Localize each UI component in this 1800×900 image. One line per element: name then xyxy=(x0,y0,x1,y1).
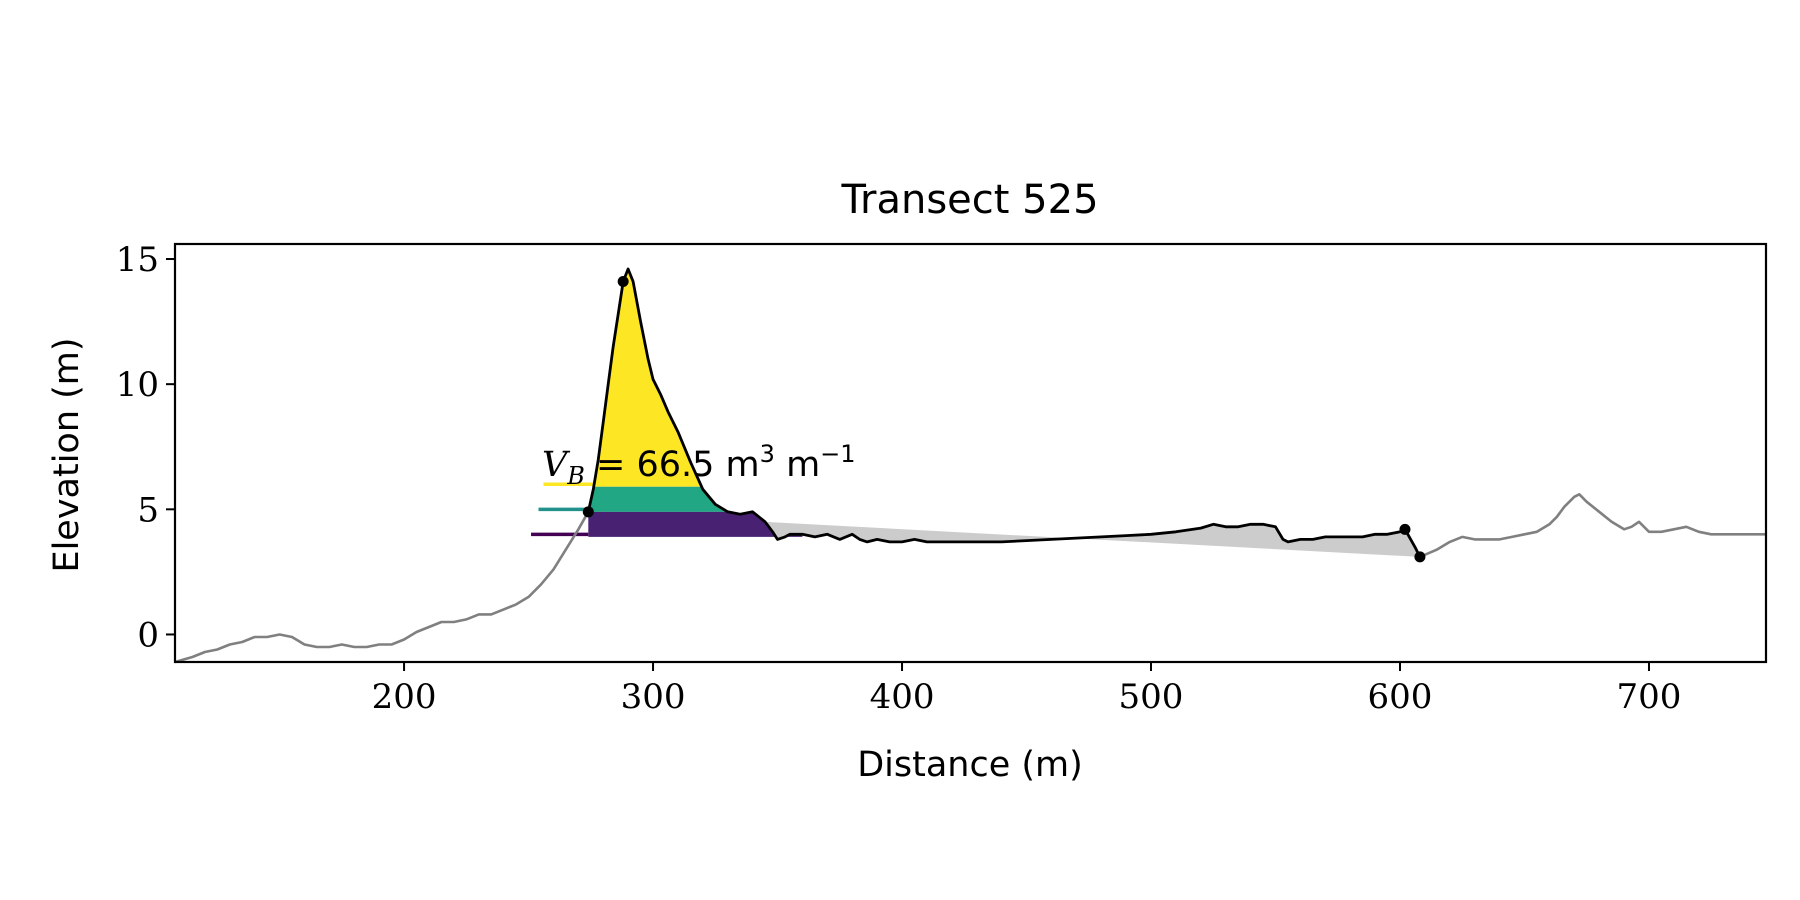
plot-area xyxy=(174,267,1766,664)
marker-point-1 xyxy=(617,276,629,288)
profile-line-1 xyxy=(174,511,590,664)
y-tick-label: 0 xyxy=(137,615,159,655)
axes-frame xyxy=(173,242,1768,664)
dune-band-2 xyxy=(588,486,753,512)
x-axis: 200 300 400 500 600 700 xyxy=(372,662,1682,717)
x-tick-label: 300 xyxy=(621,677,686,717)
y-tick-label: 10 xyxy=(116,365,159,405)
marker-point-3 xyxy=(1399,523,1411,535)
annotation-superscript-2: −1 xyxy=(820,440,855,468)
profile-line-3 xyxy=(586,267,1422,558)
x-tick-label: 500 xyxy=(1119,677,1184,717)
x-tick-label: 700 xyxy=(1617,677,1682,717)
y-axis-label: Elevation (m) xyxy=(47,337,87,572)
y-tick-label: 5 xyxy=(137,490,159,530)
dune-band-3 xyxy=(588,511,803,537)
annotation-subscript: B xyxy=(566,462,585,490)
x-tick-label: 600 xyxy=(1368,677,1433,717)
y-axis: 0 5 10 15 xyxy=(116,240,175,655)
profile-line-2 xyxy=(1419,493,1766,559)
annotation-value: = 66.5 m xyxy=(585,445,760,485)
annotation-unit: m xyxy=(775,445,820,485)
annotation-symbol: V xyxy=(542,445,571,485)
x-tick-label: 200 xyxy=(372,677,437,717)
dune-band-1 xyxy=(593,269,702,487)
marker-point-2 xyxy=(582,506,594,518)
y-tick-label: 15 xyxy=(116,240,159,280)
volume-annotation: VB = 66.5 m3 m−1 xyxy=(542,440,856,490)
x-tick-label: 400 xyxy=(870,677,935,717)
marker-point-4 xyxy=(1414,551,1426,563)
chart-title: Transect 525 xyxy=(840,177,1098,223)
x-axis-label: Distance (m) xyxy=(857,745,1083,785)
gray-volume-fill xyxy=(765,521,1420,557)
annotation-superscript-1: 3 xyxy=(760,440,775,468)
